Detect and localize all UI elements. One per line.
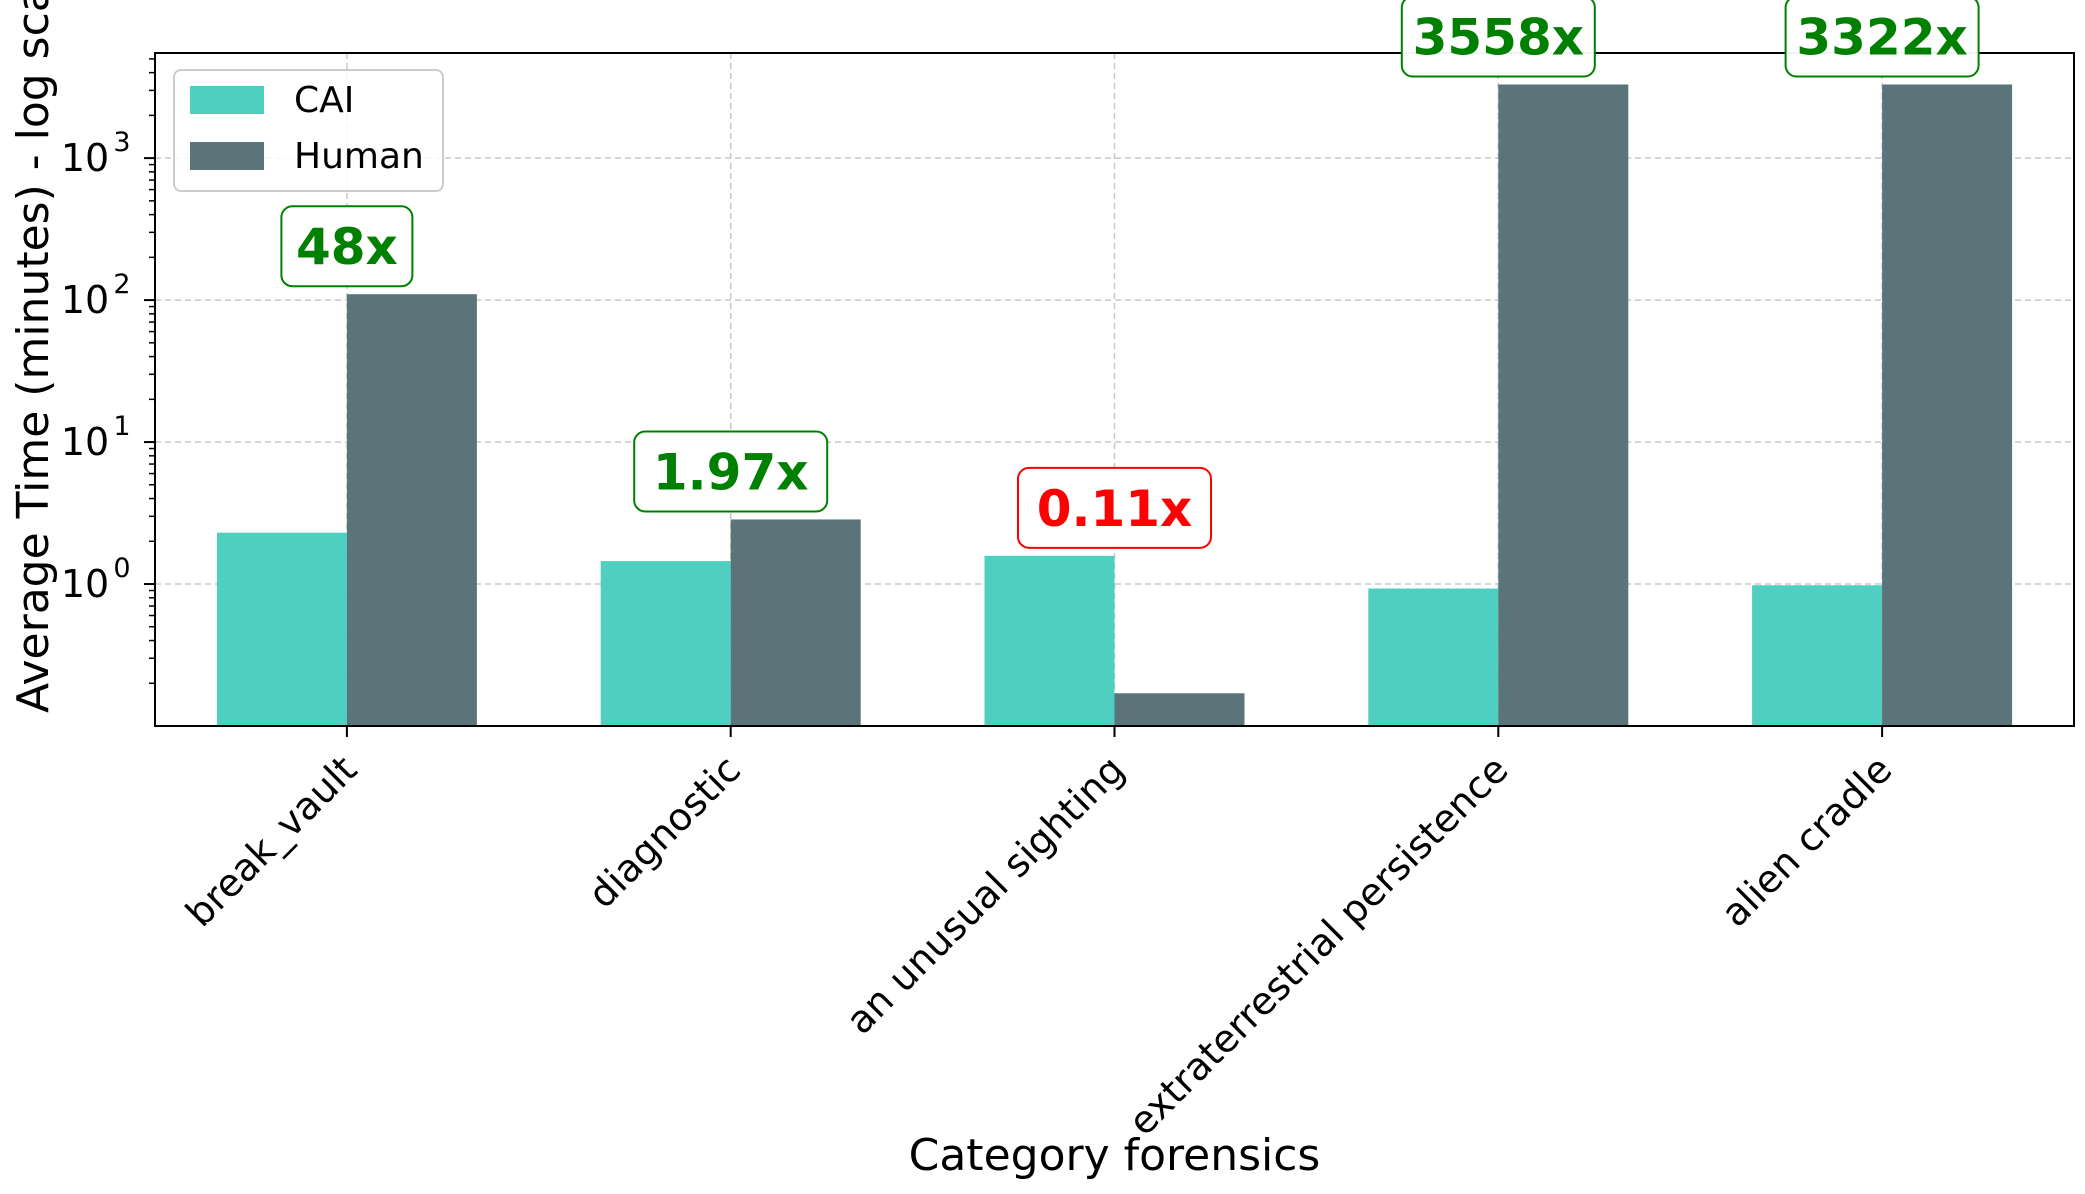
bar-cai-an-unusual-sighting: [984, 555, 1115, 726]
ratio-label: 0.11x: [1037, 480, 1193, 538]
legend-swatch-cai: [190, 86, 264, 114]
ratio-label: 48x: [296, 218, 398, 276]
bar-cai-diagnostic: [600, 561, 731, 726]
legend: CAI Human: [173, 69, 444, 192]
ratio-annotation-extraterrestrial-persistence: 3558x: [1400, 0, 1596, 78]
y-tick-exponent: 0: [113, 553, 130, 584]
bar-cai-break-vault: [216, 532, 347, 726]
y-tick-label: 10: [61, 136, 109, 180]
ratio-annotation-break-vault: 48x: [280, 205, 414, 288]
ratio-annotation-diagnostic: 1.97x: [633, 430, 829, 513]
ratio-box: [280, 205, 414, 288]
y-tick-label: 10: [61, 562, 109, 606]
x-axis-title: Category forensics: [909, 1130, 1321, 1181]
ratio-label: 1.97x: [653, 443, 809, 501]
ratio-box: [633, 430, 829, 513]
x-axis-ticks: break_vault diagnostic an unusual sighting…: [177, 726, 1900, 1144]
x-tick-label-break-vault: break_vault: [177, 747, 365, 935]
bar-cai-alien-cradle: [1752, 585, 1883, 726]
y-axis-title: Average Time (minutes) - log scale: [8, 0, 59, 713]
ratio-label: 3322x: [1796, 8, 1967, 66]
x-tick-label-diagnostic: diagnostic: [580, 747, 749, 916]
y-tick-exponent: 1: [113, 411, 130, 442]
ratio-box: [1017, 466, 1212, 549]
bar-cai-extraterrestrial-persistence: [1368, 588, 1499, 726]
bar-human-an-unusual-sighting: [1114, 693, 1245, 726]
y-tick-label: 10: [61, 278, 109, 322]
bar-human-alien-cradle: [1882, 84, 2013, 727]
ratio-annotation-an-unusual-sighting: 0.11x: [1017, 466, 1212, 549]
x-tick-label-extraterrestrial-persistence: extraterrestrial persistence: [1120, 747, 1517, 1144]
ratio-annotation-alien-cradle: 3322x: [1784, 0, 1980, 78]
ratio-label: 3558x: [1413, 8, 1584, 66]
ratio-annotations: 48x 1.97x 0.11x 3558x 3322x: [280, 0, 1980, 549]
bar-human-diagnostic: [730, 519, 861, 726]
legend-swatch-human: [190, 142, 264, 170]
bar-human-extraterrestrial-persistence: [1498, 84, 1629, 727]
bars: [216, 84, 2013, 727]
x-tick-label-alien-cradle: alien cradle: [1713, 747, 1901, 935]
legend-label-human: Human: [294, 136, 424, 177]
y-tick-label: 10: [61, 420, 109, 464]
bar-human-break-vault: [346, 294, 477, 726]
x-tick-label-an-unusual-sighting: an unusual sighting: [837, 747, 1132, 1042]
y-tick-exponent: 3: [113, 127, 130, 158]
ratio-box: [1400, 0, 1596, 78]
ratio-box: [1784, 0, 1980, 78]
y-tick-exponent: 2: [113, 269, 130, 300]
legend-label-cai: CAI: [294, 80, 354, 121]
